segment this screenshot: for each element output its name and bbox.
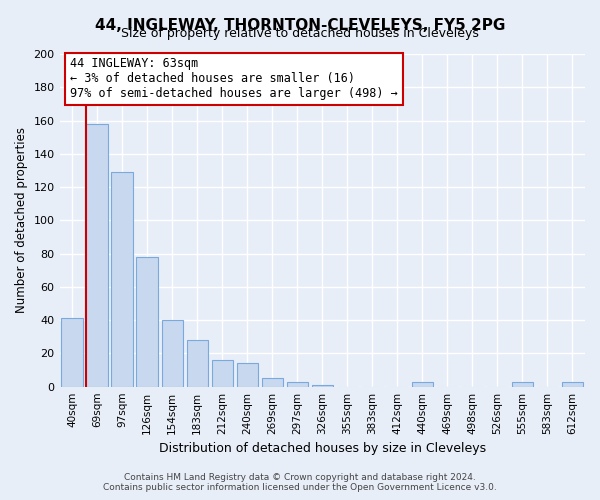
Bar — [311, 385, 333, 386]
Bar — [212, 360, 233, 386]
Text: Contains HM Land Registry data © Crown copyright and database right 2024.
Contai: Contains HM Land Registry data © Crown c… — [103, 473, 497, 492]
Text: 44, INGLEWAY, THORNTON-CLEVELEYS, FY5 2PG: 44, INGLEWAY, THORNTON-CLEVELEYS, FY5 2P… — [95, 18, 505, 32]
Bar — [287, 382, 308, 386]
Bar — [412, 382, 433, 386]
Bar — [187, 340, 208, 386]
X-axis label: Distribution of detached houses by size in Cleveleys: Distribution of detached houses by size … — [159, 442, 486, 455]
Text: 44 INGLEWAY: 63sqm
← 3% of detached houses are smaller (16)
97% of semi-detached: 44 INGLEWAY: 63sqm ← 3% of detached hous… — [70, 58, 398, 100]
Bar — [136, 257, 158, 386]
Bar — [86, 124, 108, 386]
Y-axis label: Number of detached properties: Number of detached properties — [15, 128, 28, 314]
Bar — [112, 172, 133, 386]
Bar — [61, 318, 83, 386]
Bar — [262, 378, 283, 386]
Text: Size of property relative to detached houses in Cleveleys: Size of property relative to detached ho… — [121, 28, 479, 40]
Bar — [236, 364, 258, 386]
Bar — [161, 320, 183, 386]
Bar — [512, 382, 533, 386]
Bar — [562, 382, 583, 386]
